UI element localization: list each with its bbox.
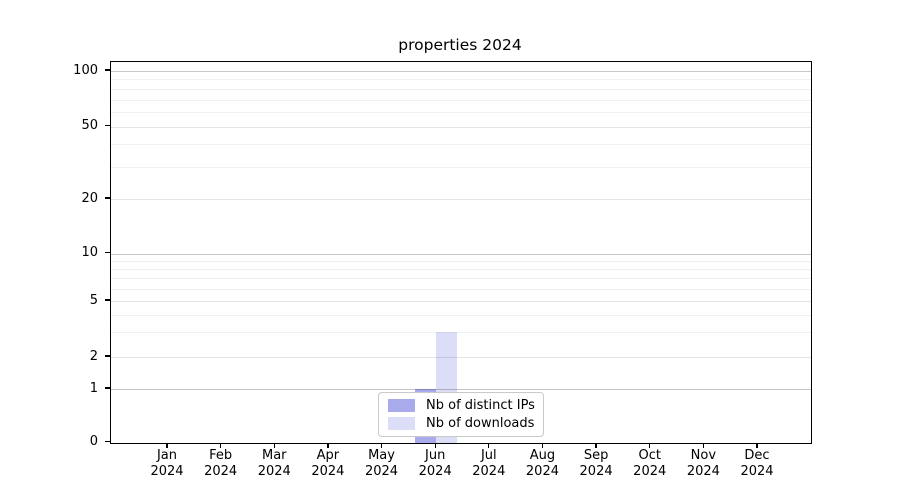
gridline [111,301,811,302]
x-tick-label: Dec 2024 [740,448,774,479]
x-tick [541,442,544,448]
gridline [111,357,811,358]
gridline-minor [111,79,811,81]
y-tick-label: 50 [81,118,98,133]
x-tick-label: Jun 2024 [418,448,452,479]
x-tick [756,442,758,448]
y-tick-label: 100 [73,62,98,78]
y-tick [104,69,111,71]
y-tick-label: 1 [89,380,98,396]
gridline-minor [111,99,811,101]
legend-swatch-downloads-icon [388,416,415,430]
y-tick [104,299,111,301]
x-tick [702,442,704,448]
x-tick-label: Aug 2024 [525,448,559,479]
x-tick-label: Nov 2024 [686,448,720,479]
gridline-major [111,389,811,390]
x-tick-label: Apr 2024 [311,448,345,479]
x-tick-label: Sep 2024 [579,448,613,479]
gridline-major [111,71,811,72]
x-tick [327,442,329,448]
x-tick [380,442,383,448]
y-tick [104,124,111,127]
gridline-minor [111,166,811,168]
x-tick-label: May 2024 [364,448,399,479]
legend: Nb of distinct IPs Nb of downloads [378,392,544,437]
chart-title: properties 2024 [398,36,522,54]
gridline-minor [111,260,811,262]
x-tick [166,442,168,448]
x-tick-label: Jan 2024 [150,448,184,479]
legend-item-downloads: Nb of downloads [388,415,534,432]
y-tick-label: 5 [89,292,98,308]
gridline-minor [111,144,811,146]
gridlines-layer [111,62,811,443]
x-tick [434,442,436,448]
gridline-minor [111,288,811,290]
y-tick [104,387,111,389]
x-tick [273,442,275,448]
gridline-minor [111,277,811,279]
gridline [111,199,811,200]
legend-label-downloads: Nb of downloads [426,415,535,431]
gridline-minor [111,332,811,334]
x-tick-label: Jul 2024 [472,448,506,479]
y-tick-label: 0 [89,434,98,449]
x-tick-label: Mar 2024 [257,448,291,479]
x-tick [488,442,490,448]
x-tick [649,442,651,448]
gridline-minor [111,111,811,113]
gridline-major [111,253,811,255]
y-tick [104,197,111,199]
gridline-minor [111,88,811,90]
y-tick-label: 20 [81,190,98,206]
y-tick [104,251,111,254]
y-tick-label: 2 [89,348,98,364]
gridline-minor [111,268,811,270]
x-tick-label: Oct 2024 [633,448,667,479]
y-tick [104,440,111,443]
legend-swatch-distinct-ips-icon [388,399,415,413]
x-tick [219,442,222,448]
y-tick [104,355,111,357]
gridline-minor [111,314,811,316]
legend-item-distinct-ips: Nb of distinct IPs [388,397,535,414]
y-tick-label: 10 [81,245,98,260]
legend-label-distinct-ips: Nb of distinct IPs [426,398,535,414]
plot-area [110,61,812,444]
gridline [111,126,811,128]
x-tick [595,442,597,448]
x-tick-label: Feb 2024 [204,448,238,479]
